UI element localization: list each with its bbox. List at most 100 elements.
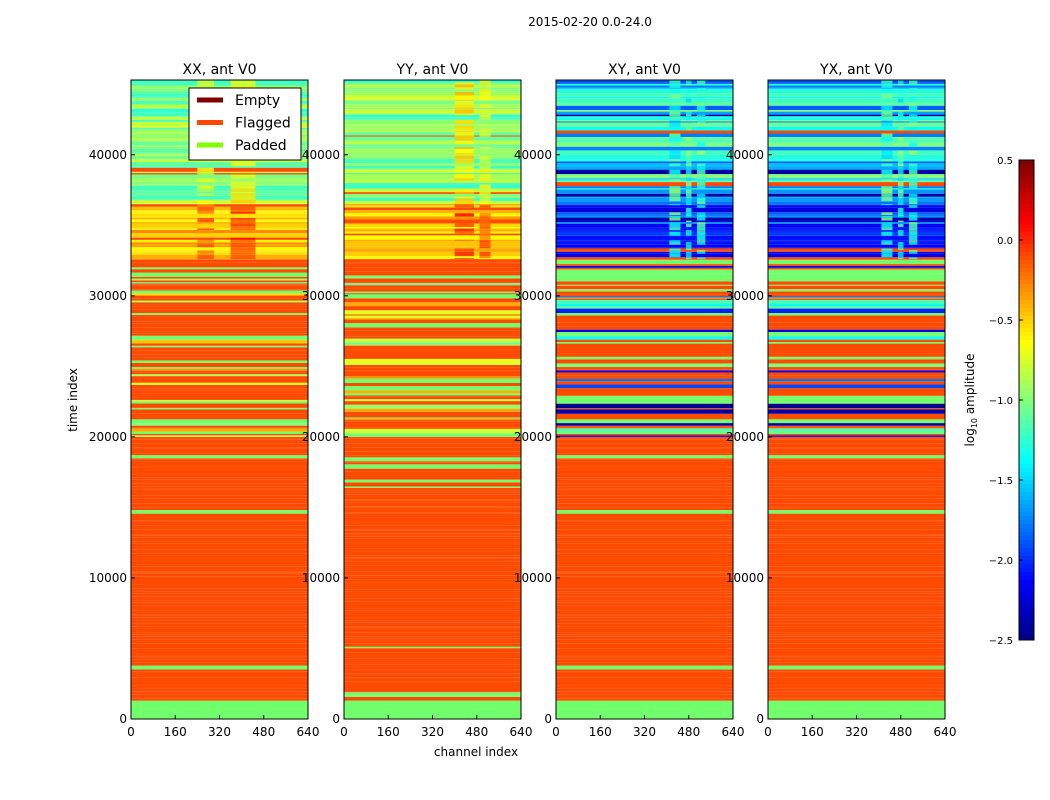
colorbar-segment	[1019, 256, 1034, 261]
heatmap-row	[768, 381, 945, 385]
heatmap-cell	[669, 176, 681, 179]
heatmap-row	[556, 566, 733, 570]
heatmap-row	[131, 333, 308, 336]
heatmap-row	[556, 596, 733, 601]
heatmap-cell	[669, 85, 681, 88]
heatmap-cell	[685, 126, 692, 131]
heatmap-cell	[697, 150, 706, 155]
heatmap-cell	[697, 196, 706, 198]
heatmap-cell	[897, 159, 904, 162]
heatmap-cell	[230, 250, 256, 252]
heatmap-cell	[909, 105, 918, 111]
heatmap-cell	[197, 228, 214, 230]
heatmap-row	[768, 572, 945, 574]
colorbar-segment	[1019, 300, 1034, 305]
heatmap-row	[131, 697, 308, 699]
heatmap-row	[344, 533, 521, 535]
heatmap-row	[556, 126, 733, 131]
heatmap-row	[344, 119, 521, 125]
heatmap-row	[556, 525, 733, 530]
heatmap-row	[556, 697, 733, 699]
heatmap-row	[344, 193, 521, 197]
x-tick-label: 320	[208, 725, 231, 739]
colorbar-segment	[1019, 544, 1034, 549]
heatmap-row	[768, 98, 945, 103]
heatmap-row	[556, 564, 733, 567]
heatmap-row	[131, 665, 308, 670]
heatmap-row	[768, 615, 945, 618]
heatmap-cell	[197, 244, 214, 248]
colorbar-segment	[1019, 244, 1034, 249]
heatmap-row	[344, 692, 521, 696]
heatmap-row	[768, 466, 945, 468]
heatmap-row	[768, 296, 945, 298]
heatmap-row	[131, 317, 308, 322]
heatmap-row	[344, 507, 521, 510]
heatmap-row	[768, 284, 945, 286]
heatmap-cell	[197, 184, 214, 186]
heatmap-cell	[479, 193, 491, 197]
heatmap-row	[344, 575, 521, 580]
heatmap-row	[131, 222, 308, 224]
heatmap-cell	[669, 114, 681, 117]
heatmap-row	[131, 465, 308, 467]
heatmap-row	[344, 561, 521, 566]
heatmap-row	[556, 116, 733, 119]
heatmap-cell	[909, 235, 918, 241]
heatmap-row	[131, 213, 308, 217]
legend-label: Padded	[235, 138, 287, 154]
heatmap-cell	[479, 173, 491, 179]
colorbar-segment	[1019, 164, 1034, 169]
heatmap-row	[344, 354, 521, 359]
heatmap-cell	[685, 116, 692, 119]
colorbar-segment	[1019, 436, 1034, 441]
heatmap-row	[768, 674, 945, 678]
heatmap-row	[131, 525, 308, 530]
heatmap-cell	[669, 197, 681, 202]
heatmap-row	[131, 316, 308, 318]
heatmap-cell	[454, 136, 474, 141]
heatmap-row	[556, 535, 733, 538]
heatmap-row	[768, 253, 945, 258]
heatmap-cell	[909, 230, 918, 232]
colorbar-segment	[1019, 428, 1034, 433]
heatmap-row	[768, 80, 945, 83]
heatmap-row	[556, 428, 733, 432]
heatmap-row	[556, 503, 733, 508]
heatmap-row	[768, 102, 945, 106]
heatmap-row	[131, 643, 308, 647]
colorbar-segment	[1019, 604, 1034, 609]
heatmap-row	[768, 193, 945, 197]
heatmap-row	[344, 124, 521, 126]
colorbar-segment	[1019, 576, 1034, 581]
heatmap-cell	[897, 220, 904, 223]
heatmap-cell	[697, 205, 706, 208]
heatmap-row	[556, 269, 733, 272]
heatmap-cell	[669, 189, 681, 194]
heatmap-row	[556, 448, 733, 454]
heatmap-row	[768, 369, 945, 371]
heatmap-row	[344, 342, 521, 345]
colorbar-segment	[1019, 520, 1034, 525]
heatmap-row	[131, 313, 308, 315]
heatmap-row	[768, 534, 945, 536]
heatmap-row	[344, 330, 521, 333]
heatmap-row	[344, 622, 521, 627]
heatmap-row	[556, 212, 733, 215]
heatmap-row	[768, 197, 945, 202]
heatmap-row	[768, 319, 945, 323]
heatmap-cell	[897, 188, 904, 190]
heatmap-row	[131, 388, 308, 391]
heatmap-row	[131, 455, 308, 459]
heatmap-cell	[897, 150, 904, 155]
heatmap-row	[344, 614, 521, 618]
heatmap-row	[344, 638, 521, 641]
heatmap-cell	[479, 169, 491, 173]
heatmap-row	[556, 336, 733, 340]
heatmap-row	[556, 483, 733, 487]
heatmap-row	[556, 605, 733, 607]
heatmap-row	[131, 252, 308, 255]
heatmap-row	[768, 632, 945, 635]
heatmap-row	[768, 428, 945, 432]
heatmap-row	[556, 413, 733, 418]
